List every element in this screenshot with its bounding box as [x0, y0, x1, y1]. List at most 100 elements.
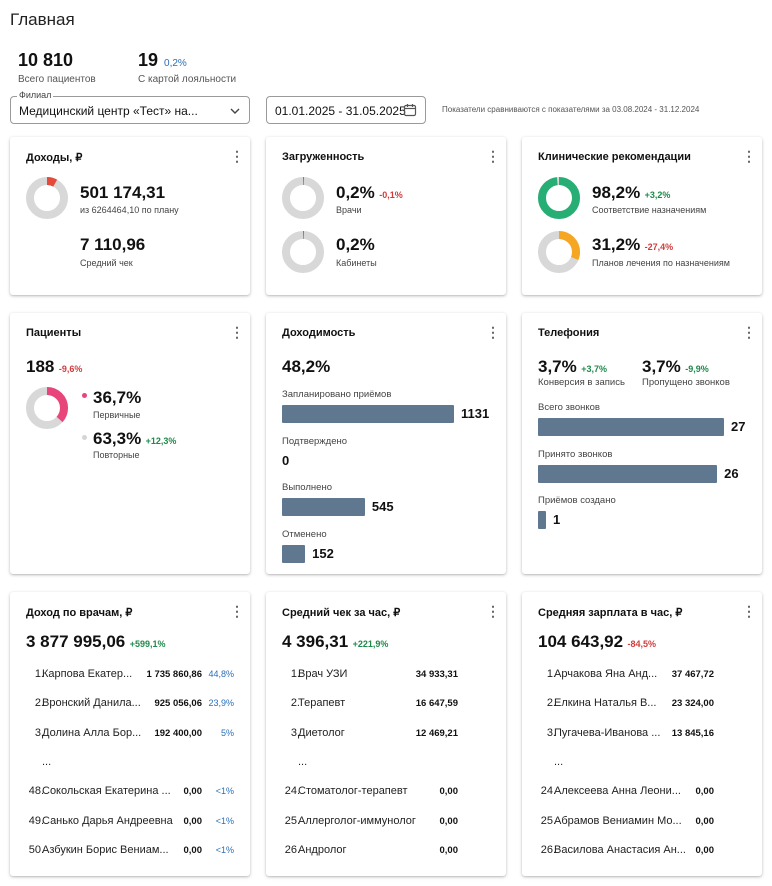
conversion-delta: +3,7% — [581, 364, 607, 374]
ranking-value: 34 933,31 — [415, 669, 458, 680]
ranking-row[interactable]: 50. Азбукин Борис Вениам... 0,00 <1% — [10, 844, 250, 860]
ranking-row[interactable]: 26. Василова Анастасия Ан... 0,00 — [522, 844, 762, 860]
card-title: Средняя зарплата в час, ₽ — [538, 607, 683, 619]
ranking-row[interactable]: 2. Терапевт 16 647,59 — [266, 697, 506, 713]
repeat-legend-dot — [82, 435, 87, 440]
ranking-row[interactable]: 3. Пугачева-Иванова ... 13 845,16 — [522, 727, 762, 743]
rank-number: 1. — [546, 668, 556, 680]
rank-number: 3. — [34, 726, 44, 739]
doctors-load-donut — [282, 177, 324, 219]
ranking-value: 0,00 — [183, 786, 203, 798]
more-menu-icon[interactable]: ⋮ — [486, 603, 500, 619]
more-menu-icon[interactable]: ⋮ — [742, 148, 756, 164]
profitability-card: Доходимость ⋮ 48,2% Запланировано приёмо… — [266, 313, 506, 574]
ranking-share: <1% — [215, 815, 234, 826]
date-range-input[interactable]: 01.01.2025 - 31.05.2025 — [266, 96, 426, 124]
more-menu-icon[interactable]: ⋮ — [230, 324, 244, 340]
avg-check-hour-value: 4 396,31 — [282, 632, 349, 651]
more-menu-icon[interactable]: ⋮ — [230, 148, 244, 164]
compliance-donut — [538, 177, 580, 219]
income-doctors-card: Доход по врачам, ₽ ⋮ 3 877 995,06 +599,1… — [10, 592, 250, 876]
ranking-row[interactable]: 2. Вронский Данила... 925 056,06 23,9% — [10, 697, 250, 713]
ranking-row[interactable]: 1. Врач УЗИ 34 933,31 — [266, 668, 506, 684]
rank-number: 1. — [290, 668, 300, 680]
ranking-row[interactable]: 1. Карпова Екатер... 1 735 860,86 44,8% — [10, 668, 250, 684]
ranking-name: Арчакова Яна Анд... — [554, 668, 658, 680]
donut-segment — [538, 231, 580, 273]
conversion-value: 3,7% — [538, 357, 577, 376]
card-title: Клинические рекомендации — [538, 151, 691, 163]
doctors-load-label: Врачи — [336, 205, 362, 215]
missed-label: Пропущено звонков — [642, 377, 730, 388]
donut-segment — [282, 231, 324, 273]
branch-value: Медицинский центр «Тест» на... — [19, 104, 198, 118]
loyalty-stat: 19 0,2% С картой лояльности — [138, 50, 236, 85]
more-menu-icon[interactable]: ⋮ — [486, 324, 500, 340]
card-title: Загруженность — [282, 151, 365, 163]
loyalty-label: С картой лояльности — [138, 74, 237, 85]
avg-salary-card: Средняя зарплата в час, ₽ ⋮ 104 643,92 -… — [522, 592, 762, 876]
ranking-value: 0,00 — [439, 844, 459, 856]
bar-label: Выполнено — [282, 482, 332, 493]
ranking-value: 192 400,00 — [154, 727, 202, 739]
ranking-value: 925 056,06 — [154, 698, 202, 710]
ranking-row[interactable]: 24. Алексеева Анна Леони... 0,00 — [522, 785, 762, 801]
ranking-row[interactable]: 3. Диетолог 12 469,21 — [266, 727, 506, 743]
plans-delta: -27,4% — [644, 242, 674, 252]
missed-value: 3,7% — [642, 357, 681, 376]
telephony-card: Телефония ⋮ 3,7% +3,7% Конверсия в запис… — [522, 313, 762, 574]
income-card: Доходы, ₽ ⋮ 501 174,31 из 6264464,10 по … — [10, 137, 250, 295]
bar-value: 27 — [731, 419, 746, 434]
rank-number: ... — [298, 755, 308, 768]
plans-label: Планов лечения по назначениям — [592, 258, 730, 268]
donut-segment — [26, 177, 68, 219]
conversion-label: Конверсия в запись — [538, 377, 625, 388]
rank-number: ... — [554, 755, 564, 768]
ranking-name: Сокольская Екатерина ... — [42, 785, 171, 798]
ranking-value: 37 467,72 — [671, 669, 714, 680]
donut-track — [282, 231, 324, 273]
ranking-name: Алексеева Анна Леони... — [554, 785, 681, 798]
ranking-value: 13 845,16 — [671, 727, 714, 739]
card-title: Пациенты — [26, 327, 82, 339]
rank-number: 3. — [290, 726, 300, 739]
ranking-row[interactable]: 48. Сокольская Екатерина ... 0,00 <1% — [10, 785, 250, 801]
bar-value: 152 — [312, 545, 334, 561]
more-menu-icon[interactable]: ⋮ — [742, 324, 756, 340]
ranking-row[interactable]: 26. Андролог 0,00 — [266, 844, 506, 860]
ranking-name: Андролог — [298, 843, 347, 856]
card-title: Средний чек за час, ₽ — [282, 607, 401, 619]
income-plan: из 6264464,10 по плану — [80, 205, 179, 215]
ranking-name: Стоматолог-терапевт — [298, 785, 408, 798]
ranking-row[interactable]: 1. Арчакова Яна Анд... 37 467,72 — [522, 668, 762, 684]
income-doctors-value: 3 877 995,06 — [26, 632, 126, 651]
income-donut — [26, 177, 68, 219]
branch-select[interactable]: Филиал Медицинский центр «Тест» на... — [10, 90, 250, 124]
ranking-row[interactable]: 25. Аллерголог-иммунолог 0,00 — [266, 815, 506, 831]
rank-number: ... — [42, 755, 52, 768]
ranking-row[interactable]: 49. Санько Дарья Андреевна 0,00 <1% — [10, 815, 250, 831]
ranking-row[interactable]: 3. Долина Алла Бор... 192 400,00 5% — [10, 727, 250, 743]
compliance-value: 98,2% — [592, 183, 641, 202]
ranking-row[interactable]: 25. Абрамов Вениамин Мо... 0,00 — [522, 815, 762, 831]
more-menu-icon[interactable]: ⋮ — [230, 603, 244, 619]
branch-legend: Филиал — [17, 90, 54, 100]
more-menu-icon[interactable]: ⋮ — [742, 603, 756, 619]
ranking-row[interactable]: 24. Стоматолог-терапевт 0,00 — [266, 785, 506, 801]
more-menu-icon[interactable]: ⋮ — [486, 148, 500, 164]
bar — [538, 511, 546, 529]
donut-segment — [282, 177, 324, 219]
ellipsis-row: ... — [266, 756, 506, 772]
calendar-icon[interactable] — [403, 103, 417, 117]
patients-value: 188 — [26, 357, 55, 376]
bar-value: 0 — [282, 452, 290, 468]
ranking-row[interactable]: 2. Елкина Наталья В... 23 324,00 — [522, 697, 762, 713]
ranking-name: Пугачева-Иванова ... — [554, 726, 661, 739]
bar-label: Приёмов создано — [538, 495, 616, 506]
patients-donut — [26, 387, 68, 429]
ranking-value: 0,00 — [183, 815, 203, 827]
date-range-value: 01.01.2025 - 31.05.2025 — [275, 104, 406, 118]
ranking-value: 12 469,21 — [415, 727, 458, 739]
bar — [282, 405, 454, 423]
ranking-name: Санько Дарья Андреевна — [42, 814, 173, 827]
